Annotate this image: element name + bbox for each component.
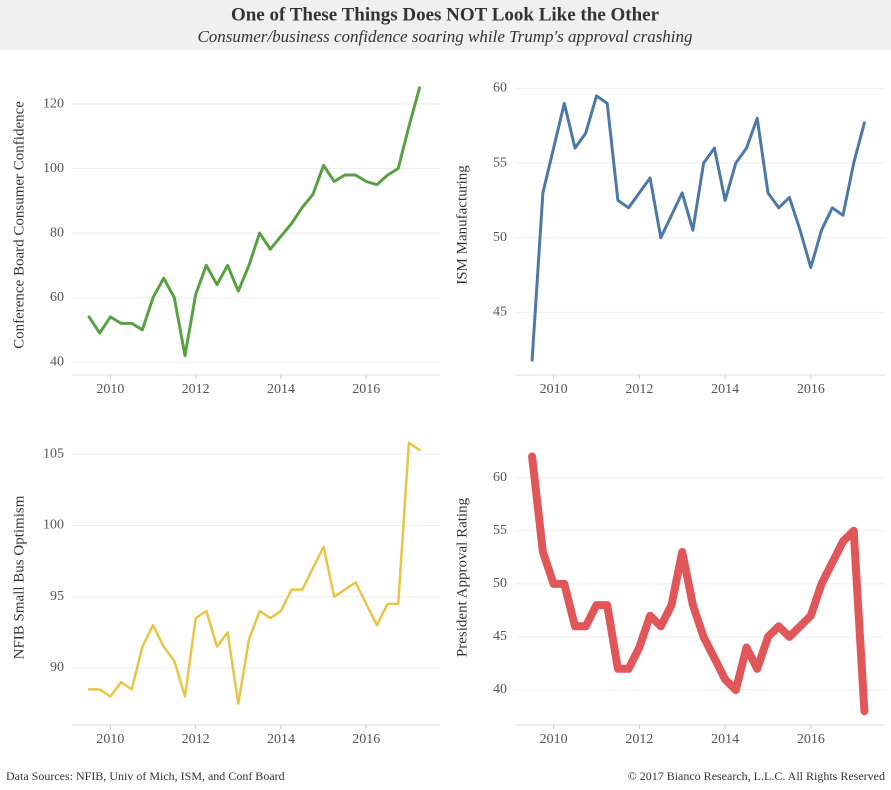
x-tick-label: 2012 xyxy=(625,382,653,397)
data-line xyxy=(87,441,421,705)
data-line xyxy=(530,94,866,362)
copyright: © 2017 Bianco Research, L.L.C. All Right… xyxy=(628,769,885,783)
x-tick-label: 2016 xyxy=(352,732,380,747)
x-tick-label: 2016 xyxy=(352,382,380,397)
subtitle: Consumer/business confidence soaring whi… xyxy=(197,27,692,46)
y-axis-label: Conference Board Consumer Confidence xyxy=(11,101,27,349)
x-tick-label: 2012 xyxy=(182,732,210,747)
x-tick-label: 2012 xyxy=(182,382,210,397)
title: One of These Things Does NOT Look Like t… xyxy=(231,4,660,25)
y-tick-label: 60 xyxy=(50,290,64,305)
x-tick-label: 2014 xyxy=(267,732,295,747)
y-tick-label: 120 xyxy=(43,96,64,111)
y-tick-label: 55 xyxy=(493,155,507,170)
x-tick-label: 2016 xyxy=(797,732,825,747)
y-tick-label: 40 xyxy=(50,354,64,369)
y-tick-label: 50 xyxy=(493,576,507,591)
source: Data Sources: NFIB, Univ of Mich, ISM, a… xyxy=(6,769,285,783)
x-tick-label: 2010 xyxy=(540,732,568,747)
x-tick-label: 2014 xyxy=(711,732,739,747)
data-line xyxy=(528,452,869,716)
y-tick-label: 60 xyxy=(493,470,507,485)
header-band xyxy=(0,0,891,50)
y-tick-label: 60 xyxy=(493,81,507,96)
x-tick-label: 2010 xyxy=(540,382,568,397)
x-tick-label: 2014 xyxy=(267,382,295,397)
y-tick-label: 100 xyxy=(43,518,64,533)
y-tick-label: 45 xyxy=(493,629,507,644)
x-tick-label: 2010 xyxy=(96,732,124,747)
y-tick-label: 55 xyxy=(493,523,507,538)
y-axis-label: ISM Manufacturing xyxy=(454,165,470,285)
x-tick-label: 2010 xyxy=(96,382,124,397)
y-tick-label: 50 xyxy=(493,230,507,245)
y-axis-label: President Approval Rating xyxy=(454,497,470,657)
y-tick-label: 100 xyxy=(43,161,64,176)
y-axis-label: NFIB Small Bus Optimism xyxy=(11,495,27,659)
data-line xyxy=(87,86,421,358)
y-tick-label: 40 xyxy=(493,682,507,697)
y-tick-label: 90 xyxy=(50,660,64,675)
x-tick-label: 2016 xyxy=(797,382,825,397)
x-tick-label: 2014 xyxy=(711,382,739,397)
x-tick-label: 2012 xyxy=(625,732,653,747)
y-tick-label: 80 xyxy=(50,225,64,240)
y-tick-label: 95 xyxy=(50,589,64,604)
y-tick-label: 45 xyxy=(493,305,507,320)
y-tick-label: 105 xyxy=(43,446,64,461)
